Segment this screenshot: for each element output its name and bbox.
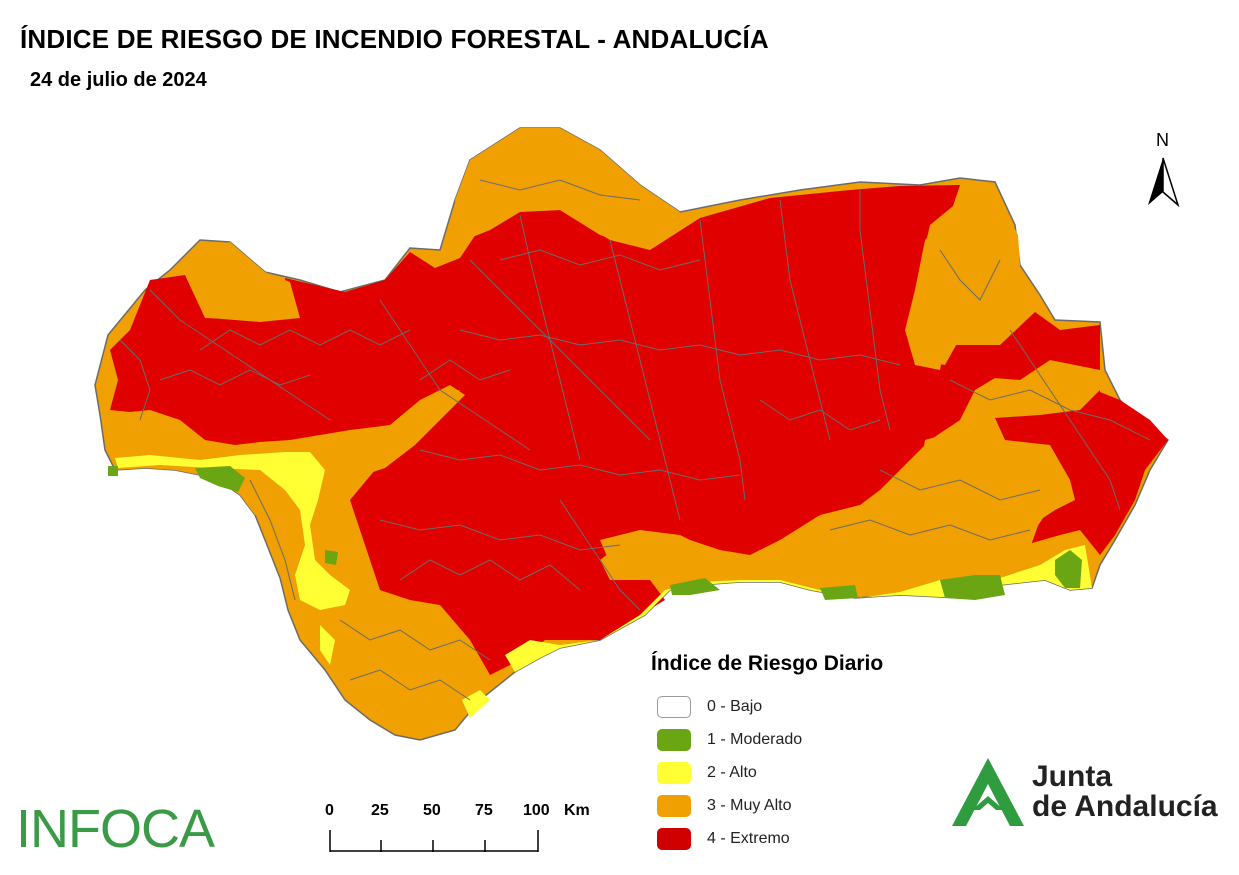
legend-item-alto: 2 - Alto xyxy=(651,756,883,789)
region-moderado-coast2 xyxy=(820,585,858,600)
junta-text-line2: de Andalucía xyxy=(1032,790,1218,823)
scale-unit: Km xyxy=(564,802,590,819)
region-alto-cadiz xyxy=(320,625,335,665)
region-moderado-small xyxy=(108,466,118,476)
scale-tick-50: 50 xyxy=(423,802,441,819)
scale-tick-75: 75 xyxy=(475,802,493,819)
legend-swatch-muy-alto xyxy=(657,794,691,817)
legend-item-bajo: 0 - Bajo xyxy=(651,690,883,723)
region-moderado-doñana xyxy=(325,550,338,565)
legend-item-extremo: 4 - Extremo xyxy=(651,822,883,855)
legend-swatch-extremo xyxy=(657,827,691,850)
legend-swatch-bajo xyxy=(657,695,691,718)
legend-swatch-moderado xyxy=(657,728,691,751)
map-title: ÍNDICE DE RIESGO DE INCENDIO FORESTAL - … xyxy=(20,24,769,54)
infoca-logo: INFOCA xyxy=(16,799,215,859)
region-moderado-cabo xyxy=(1055,550,1082,588)
map-date: 24 de julio de 2024 xyxy=(30,69,207,91)
region-muy-alto-southeast xyxy=(810,430,1070,580)
junta-text-line1: Junta xyxy=(1032,760,1113,793)
legend-label: 1 - Moderado xyxy=(707,730,803,748)
legend: Índice de Riesgo Diario 0 - Bajo 1 - Mod… xyxy=(651,652,883,855)
legend-label: 3 - Muy Alto xyxy=(707,796,792,814)
region-extremo-main xyxy=(110,185,1168,675)
region-moderado-coast1 xyxy=(670,578,720,595)
north-arrow-icon xyxy=(1148,157,1180,208)
scale-tick-25: 25 xyxy=(371,802,389,819)
legend-label: 0 - Bajo xyxy=(707,697,763,715)
scale-tick-100: 100 xyxy=(523,802,550,819)
region-muy-alto-west xyxy=(195,242,300,322)
region-moderado-almeria xyxy=(940,575,1005,600)
legend-label: 4 - Extremo xyxy=(707,829,790,847)
region-muy-alto-center xyxy=(600,530,700,575)
north-label: N xyxy=(1156,130,1169,150)
junta-logo-icon xyxy=(952,758,1024,826)
junta-andalucia-logo: Junta de Andalucía xyxy=(948,754,1218,830)
legend-title: Índice de Riesgo Diario xyxy=(651,652,884,675)
legend-swatch-alto xyxy=(657,761,691,784)
region-alto-gibraltar xyxy=(462,690,490,718)
region-alto-coast xyxy=(115,452,350,610)
region-muy-alto-north xyxy=(455,128,680,245)
region-muy-alto-corridor xyxy=(340,385,465,478)
region-moderado-huelva xyxy=(195,466,245,492)
scale-bar-graphic xyxy=(329,830,539,852)
scale-tick-0: 0 xyxy=(325,802,334,819)
legend-label: 2 - Alto xyxy=(707,763,757,781)
region-muy-alto-northeast xyxy=(910,188,1020,365)
legend-item-moderado: 1 - Moderado xyxy=(651,723,883,756)
legend-item-muy-alto: 3 - Muy Alto xyxy=(651,789,883,822)
municipal-boundaries xyxy=(119,179,1151,701)
